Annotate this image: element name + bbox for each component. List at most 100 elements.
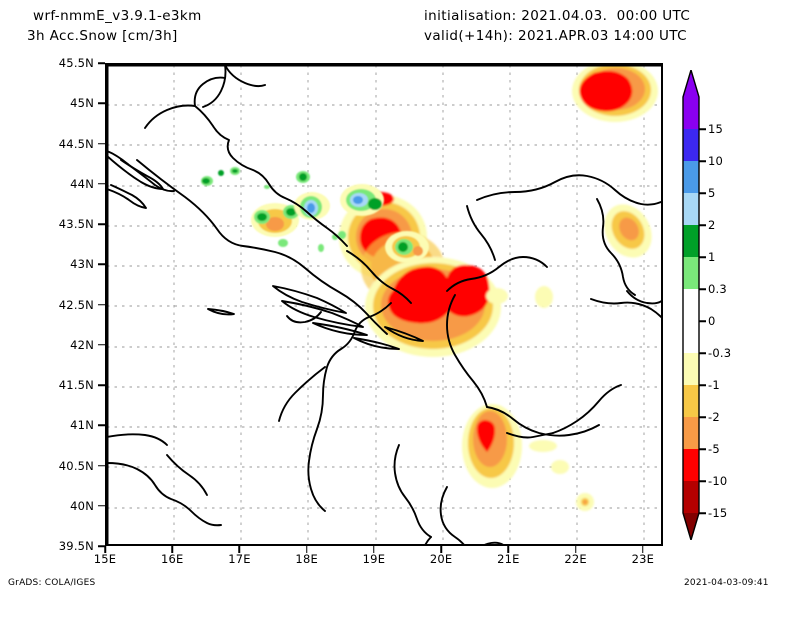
colorbar-arrow-top	[683, 70, 699, 97]
latitude-tick-label: 45.5N	[28, 56, 94, 70]
colorbar-tick-mark	[699, 352, 706, 354]
longitude-tick-label: 22E	[564, 552, 587, 566]
latitude-tick-mark	[98, 143, 105, 145]
colorbar-tick-mark	[699, 128, 706, 130]
latitude-tick-mark	[98, 505, 105, 507]
longitude-tick-label: 23E	[632, 552, 655, 566]
colorbar-tick-label: -2	[708, 410, 720, 424]
colorbar-tick-mark	[699, 224, 706, 226]
map-plot-area	[105, 63, 663, 546]
colorbar-tick-label: 15	[708, 122, 723, 136]
longitude-tick-mark	[642, 546, 644, 553]
longitude-tick-label: 21E	[497, 552, 520, 566]
field-cell-kosovo-macedonia	[462, 404, 522, 488]
latitude-tick-label: 41N	[28, 418, 94, 432]
colorbar-band	[683, 385, 699, 417]
longitude-tick-mark	[440, 546, 442, 553]
colorbar-tick-mark	[699, 448, 706, 450]
latitude-tick-mark	[98, 264, 105, 266]
colorbar-tick-mark	[699, 320, 706, 322]
longitude-tick-mark	[508, 546, 510, 553]
valid-time-label: valid(+14h): 2021.APR.03 14:00 UTC	[424, 28, 687, 44]
latitude-tick-label: 41.5N	[28, 378, 94, 392]
latitude-tick-label: 43.5N	[28, 217, 94, 231]
latitude-tick-label: 42N	[28, 338, 94, 352]
latitude-tick-label: 40N	[28, 499, 94, 513]
colorbar-tick-mark	[699, 512, 706, 514]
colorbar-arrow-bottom	[683, 513, 699, 540]
colorbar-band	[683, 193, 699, 225]
longitude-tick-mark	[575, 546, 577, 553]
colorbar-tick-label: -15	[708, 506, 727, 520]
field-cell-ne-max	[572, 65, 658, 122]
latitude-tick-label: 42.5N	[28, 298, 94, 312]
latitude-tick-mark	[98, 344, 105, 346]
colorbar-tick-mark	[699, 480, 706, 482]
map-canvas	[107, 65, 663, 546]
model-name-title: wrf-nmmE_v3.9.1-e3km	[33, 8, 202, 24]
snow-field-shading	[339, 65, 661, 511]
colorbar-tick-label: 10	[708, 154, 723, 168]
colorbar-band	[683, 353, 699, 385]
longitude-tick-label: 17E	[228, 552, 251, 566]
latitude-tick-mark	[98, 223, 105, 225]
colorbar-tick-label: -0.3	[708, 346, 731, 360]
colorbar-tick-label: -5	[708, 442, 720, 456]
colorbar-tick-mark	[699, 192, 706, 194]
colorbar-tick-mark	[699, 384, 706, 386]
latitude-tick-mark	[98, 183, 105, 185]
colorbar-tick-label: 0.3	[708, 282, 727, 296]
latitude-tick-label: 45N	[28, 96, 94, 110]
latitude-tick-label: 44.5N	[28, 137, 94, 151]
longitude-tick-label: 19E	[363, 552, 386, 566]
colorbar-tick-label: -10	[708, 474, 727, 488]
colorbar-band	[683, 417, 699, 449]
latitude-tick-label: 39.5N	[28, 539, 94, 553]
field-cell-e-serbia	[595, 196, 661, 266]
colorbar-band	[683, 257, 699, 289]
latitude-tick-mark	[98, 304, 105, 306]
colorbar-band	[683, 289, 699, 321]
grads-credit-label: GrADS: COLA/IGES	[8, 578, 95, 588]
latitude-tick-mark	[98, 425, 105, 427]
grads-map-figure: wrf-nmmE_v3.9.1-e3km 3h Acc.Snow [cm/3h]…	[0, 0, 800, 618]
colorbar-band	[683, 161, 699, 193]
colorbar-band	[683, 481, 699, 513]
longitude-tick-mark	[373, 546, 375, 553]
colorbar-tick-label: 1	[708, 250, 716, 264]
longitude-tick-mark	[104, 546, 106, 553]
render-timestamp-label: 2021-04-03-09:41	[684, 578, 769, 588]
colorbar	[682, 70, 700, 540]
latitude-tick-label: 43N	[28, 257, 94, 271]
colorbar-band	[683, 321, 699, 353]
colorbar-band	[683, 449, 699, 481]
latitude-tick-label: 40.5N	[28, 459, 94, 473]
longitude-tick-mark	[171, 546, 173, 553]
field-name-title: 3h Acc.Snow [cm/3h]	[27, 28, 178, 44]
longitude-tick-mark	[239, 546, 241, 553]
latitude-tick-mark	[98, 384, 105, 386]
colorbar-band	[683, 225, 699, 257]
longitude-tick-label: 18E	[295, 552, 318, 566]
longitude-tick-label: 15E	[94, 552, 117, 566]
colorbar-tick-label: 2	[708, 218, 716, 232]
latitude-tick-mark	[98, 62, 105, 64]
latitude-tick-mark	[98, 465, 105, 467]
colorbar-swatches	[682, 70, 700, 540]
colorbar-tick-mark	[699, 288, 706, 290]
longitude-tick-label: 16E	[161, 552, 184, 566]
colorbar-tick-mark	[699, 256, 706, 258]
colorbar-tick-label: 0	[708, 314, 716, 328]
map-plot-frame	[105, 63, 663, 546]
initialisation-time-label: initialisation: 2021.04.03. 00:00 UTC	[424, 8, 690, 24]
colorbar-tick-mark	[699, 160, 706, 162]
colorbar-tick-label: -1	[708, 378, 720, 392]
colorbar-tick-label: 5	[708, 186, 716, 200]
latitude-tick-mark	[98, 103, 105, 105]
longitude-tick-mark	[306, 546, 308, 553]
longitude-tick-label: 20E	[430, 552, 453, 566]
latitude-tick-label: 44N	[28, 177, 94, 191]
colorbar-tick-mark	[699, 416, 706, 418]
colorbar-band	[683, 129, 699, 161]
colorbar-band	[683, 97, 699, 129]
